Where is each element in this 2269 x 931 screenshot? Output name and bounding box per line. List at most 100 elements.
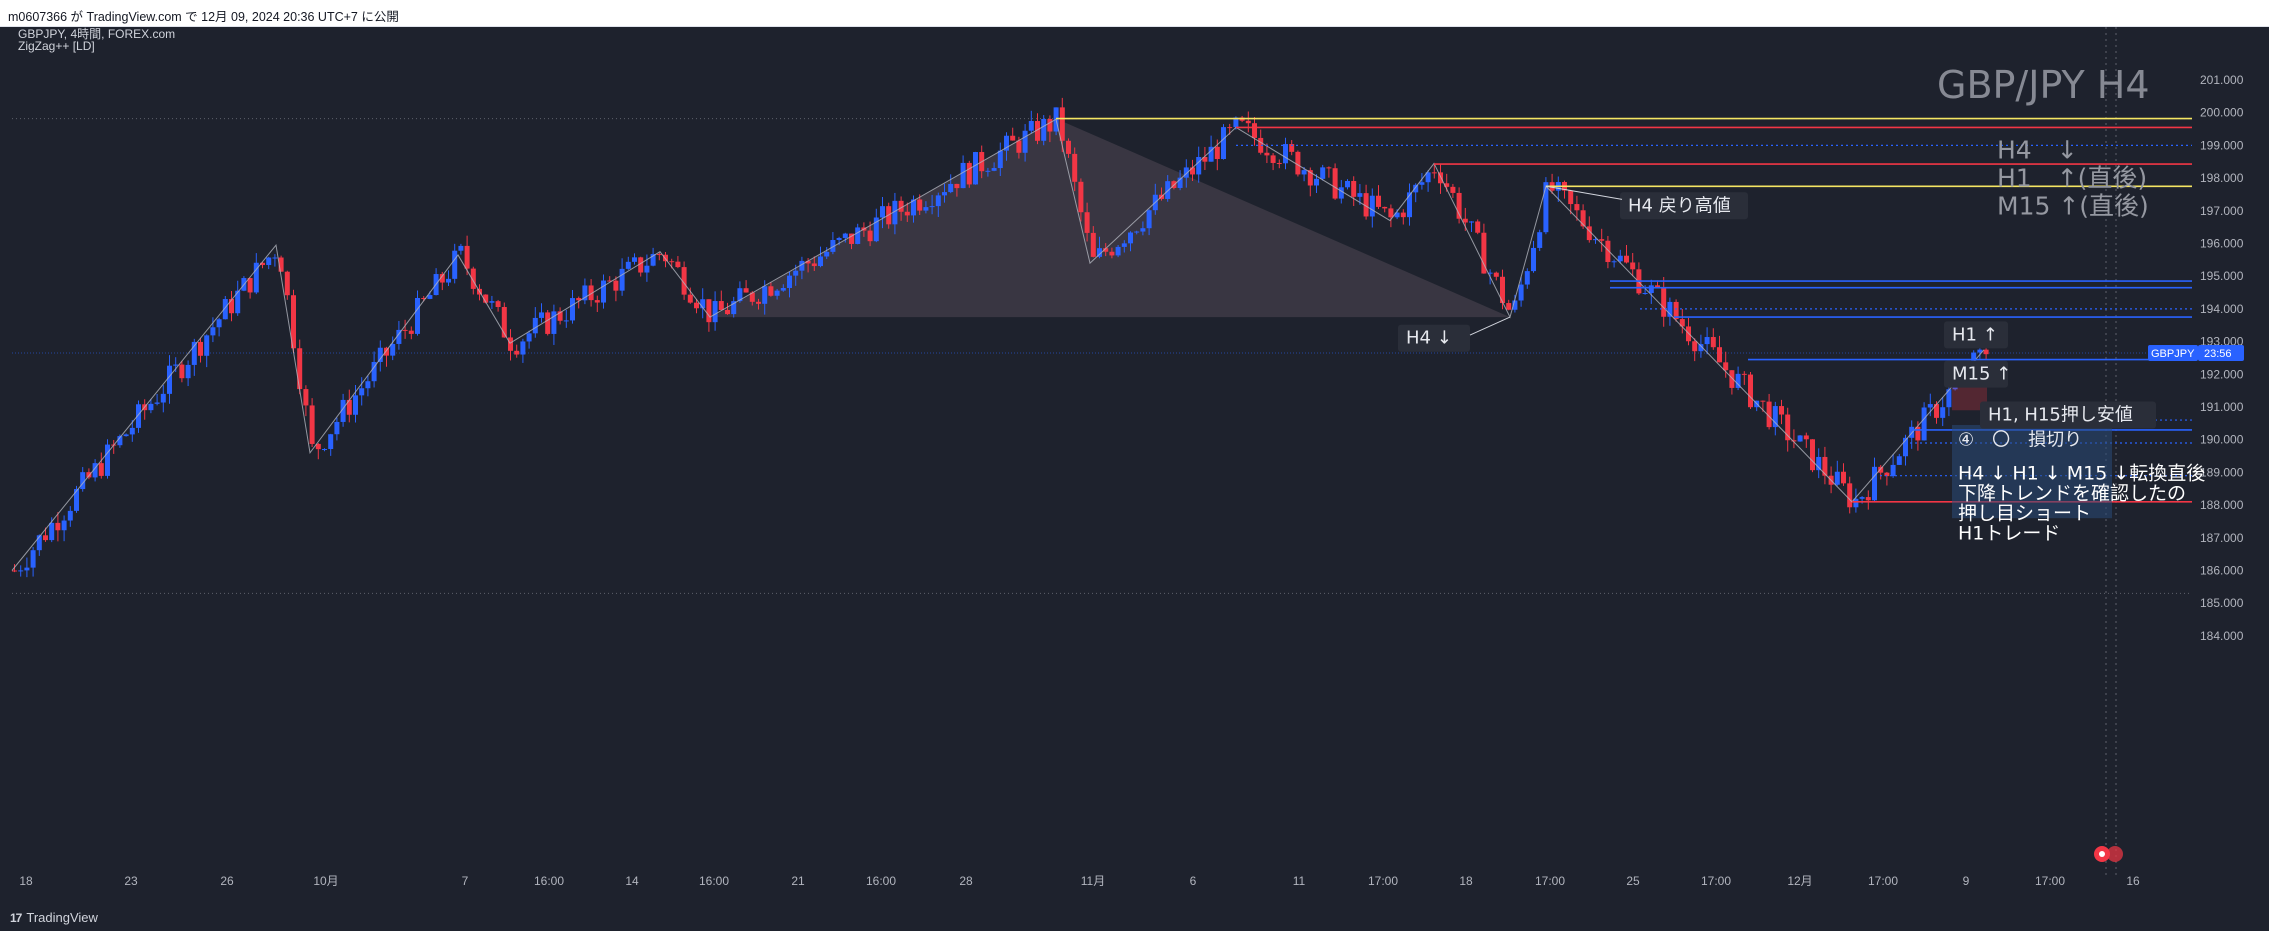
candle-body [322, 449, 327, 451]
label-h4-pullback-high-box[interactable] [1620, 192, 1748, 220]
candle-body [1896, 456, 1902, 465]
price-tick-label: 185.000 [2200, 596, 2244, 610]
time-tick-label: 16:00 [866, 874, 896, 888]
candle-body [731, 301, 737, 315]
candle-body [768, 286, 774, 296]
candle-body [49, 522, 55, 541]
candle-body [1165, 181, 1171, 199]
candle-body [644, 265, 650, 273]
label-m15-up-box[interactable] [1944, 360, 2008, 388]
label-stop-loss: ④ 〇 損切り [1958, 430, 2082, 451]
candle-body [762, 286, 768, 304]
candle-body [1146, 210, 1152, 229]
triangle-drawing[interactable] [712, 118, 1510, 318]
candle-body [1531, 247, 1536, 272]
candle-body [43, 535, 48, 541]
candle-body [1016, 140, 1022, 153]
candle-body [1791, 440, 1797, 442]
trade-zone[interactable] [1952, 424, 2112, 519]
candle-body [353, 395, 358, 415]
time-tick-label: 10月 [313, 874, 338, 888]
candle-body [1481, 232, 1487, 274]
candle-body [191, 341, 197, 365]
label-h4-down-box[interactable] [1398, 324, 1470, 352]
candle-body [260, 262, 265, 266]
candle-body [421, 297, 427, 299]
label-pointer [1469, 316, 1511, 336]
candle-body [402, 329, 408, 331]
candle-body [663, 254, 668, 262]
candle-body [570, 298, 575, 321]
candle-body [681, 267, 687, 295]
candle-body [160, 393, 166, 403]
price-tick-label: 190.000 [2200, 433, 2244, 447]
candle-body [1779, 406, 1784, 415]
candle-body [1326, 167, 1332, 169]
price-tick-label: 188.000 [2200, 498, 2244, 512]
tradingview-brand: TradingView [26, 910, 98, 925]
candle-body [396, 329, 402, 344]
candle-body [291, 295, 296, 349]
trend-status-line: H4 ↓ [1997, 135, 2078, 164]
candle-body [24, 567, 30, 571]
candle-body [1276, 162, 1282, 164]
candle-body [619, 268, 625, 291]
candle-body [966, 162, 972, 185]
candle-body [818, 256, 823, 267]
current-price-symbol-tag [2148, 345, 2198, 362]
candle-body [1574, 204, 1580, 211]
tradingview-logo[interactable]: 17 TradingView [10, 910, 98, 925]
candle-body [842, 233, 848, 238]
candle-body [1698, 344, 1704, 352]
candle-body [1289, 144, 1295, 152]
price-chart[interactable]: 201.000 200.000 199.000 198.000 197.000 196.0… [0, 27, 2269, 903]
label-pointer [1545, 185, 1623, 200]
time-tick-label: 17:00 [1368, 874, 1398, 888]
candle-body [204, 335, 210, 356]
legend-symbol[interactable]: GBPJPY, 4時間, FOREX.com [18, 27, 176, 41]
candle-body [1022, 130, 1028, 153]
candle-body [1822, 456, 1828, 476]
candle-body [1084, 212, 1090, 233]
price-tick-label: 184.000 [2200, 629, 2244, 643]
candle-body [1865, 497, 1871, 501]
candle-body [1766, 401, 1772, 428]
candle-body [297, 348, 303, 390]
candle-body [1934, 404, 1939, 418]
candle-body [1332, 168, 1338, 199]
alert-icon[interactable] [2107, 846, 2123, 862]
candle-body [1128, 232, 1133, 244]
candle-body [942, 192, 947, 196]
candle-body [1816, 456, 1822, 471]
candle-body [229, 299, 234, 314]
candle-body [464, 245, 470, 269]
candle-body [1388, 208, 1394, 218]
chart-area[interactable]: 201.000 200.000 199.000 198.000 197.000 196.0… [0, 27, 2269, 903]
candle-body [185, 364, 191, 379]
candle-body [563, 320, 569, 322]
candle-body [359, 388, 365, 396]
candle-body [1233, 117, 1239, 128]
candle-body [675, 261, 681, 268]
label-h1-up-box[interactable] [1944, 321, 2008, 349]
price-tick-label: 194.000 [2200, 302, 2244, 316]
candle-body [61, 520, 67, 531]
label-h4-down: H4 ↓ [1406, 328, 1452, 349]
current-price-symbol: GBPJPY [2151, 348, 2195, 360]
candle-body [1035, 121, 1040, 141]
candle-body [1227, 127, 1233, 129]
time-tick-label: 11月 [1081, 874, 1105, 888]
time-tick-label: 18 [19, 874, 33, 888]
candle-body [74, 489, 79, 511]
candle-body [1692, 341, 1698, 352]
label-h1-up: H1 ↑ [1952, 324, 1998, 345]
candle-body [1041, 118, 1047, 141]
candle-body [377, 347, 383, 362]
candle-body [235, 290, 241, 314]
label-h1-h15-low-box[interactable] [1980, 401, 2156, 429]
candle-body [167, 365, 172, 394]
legend-indicator[interactable]: ZigZag++ [LD] [18, 39, 95, 53]
candle-body [154, 402, 160, 404]
candle-body [607, 280, 613, 282]
candle-body [1506, 303, 1512, 310]
